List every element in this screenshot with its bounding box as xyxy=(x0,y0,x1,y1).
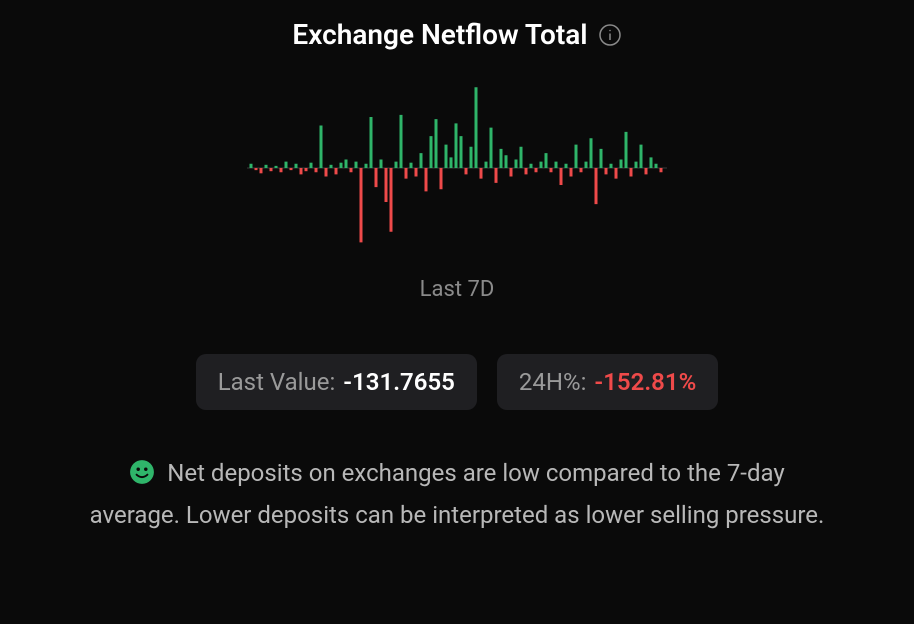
summary-block: Net deposits on exchanges are low compar… xyxy=(47,454,867,535)
page-title: Exchange Netflow Total xyxy=(292,18,587,51)
header: Exchange Netflow Total xyxy=(292,18,621,51)
change-24h-label: 24H%: xyxy=(519,368,587,396)
smiley-icon xyxy=(129,458,155,496)
chart-caption: Last 7D xyxy=(420,277,495,302)
last-value-label: Last Value: xyxy=(218,368,336,396)
change-24h-number: -152.81% xyxy=(594,368,696,396)
change-24h-badge: 24H%: -152.81% xyxy=(497,354,718,410)
bar-chart-svg xyxy=(247,83,667,253)
last-value-number: -131.7655 xyxy=(343,368,455,396)
last-value-badge: Last Value: -131.7655 xyxy=(196,354,477,410)
info-icon[interactable] xyxy=(598,23,622,47)
metrics-badges: Last Value: -131.7655 24H%: -152.81% xyxy=(196,354,719,410)
netflow-chart xyxy=(247,83,667,253)
summary-text: Net deposits on exchanges are low compar… xyxy=(90,459,825,529)
